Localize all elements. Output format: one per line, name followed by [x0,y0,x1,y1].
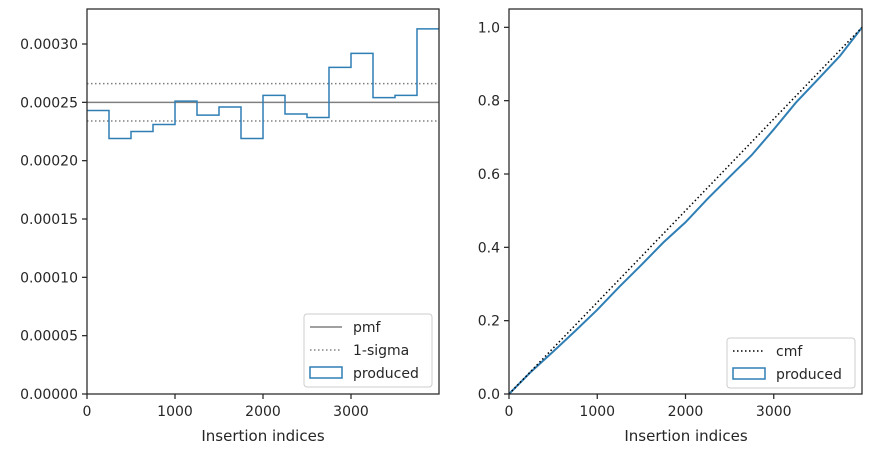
histogram-legend: pmf 1-sigma produced [303,313,433,388]
x-tick-label: 3000 [333,404,369,420]
legend-produced-swatch [732,367,766,380]
legend-produced-label: produced [353,366,419,382]
x-tick-label: 1000 [579,404,615,420]
y-tick-label: 0.00010 [20,270,78,286]
histogram-axes-frame [86,8,440,395]
cumulative-y-ticks: 0.0 0.2 0.4 0.6 0.8 1.0 [478,20,509,403]
y-tick-label: 0.6 [478,167,500,183]
legend-1-sigma-label: 1-sigma [353,343,409,359]
legend-pmf-label: pmf [353,320,382,336]
cumulative-x-ticks: 0 1000 2000 3000 [505,394,792,420]
y-tick-label: 0.4 [478,240,500,256]
cumulative-legend-box [726,337,856,389]
x-tick-label: 3000 [756,404,792,420]
y-tick-label: 0.00000 [20,387,78,403]
y-tick-label: 0.2 [478,314,500,330]
histogram-y-ticks: 0.00000 0.00005 0.00010 0.00015 0.00020 0.000… [20,37,87,403]
cumulative-legend: cmf produced [726,337,856,389]
produced-histogram-steps [87,28,439,140]
cumulative-plot-area [508,26,863,395]
x-tick-label: 2000 [668,404,704,420]
produced-cumulative-line [508,26,863,395]
x-tick-label: 0 [83,404,92,420]
cumulative-axes-frame [508,8,863,395]
histogram-x-ticks: 0 1000 2000 3000 [83,394,369,420]
y-tick-label: 0.00025 [20,95,78,111]
histogram-x-axis-label: Insertion indices [201,427,324,445]
legend-cmf-label: cmf [776,344,803,360]
y-tick-label: 1.0 [478,20,500,36]
legend-produced-label: produced [776,367,842,383]
y-tick-label: 0.00005 [20,329,78,345]
cumulative-panel: 0.0 0.2 0.4 0.6 0.8 1.0 0 1000 2000 3000 Inserti… [478,8,863,445]
x-tick-label: 0 [505,404,514,420]
x-tick-label: 2000 [245,404,281,420]
histogram-legend-box [303,313,433,388]
y-tick-label: 0.00015 [20,212,78,228]
histogram-panel: 0.00000 0.00005 0.00010 0.00015 0.00020 0.000… [20,8,440,445]
y-tick-label: 0.8 [478,94,500,110]
y-tick-label: 0.00020 [20,154,78,170]
legend-produced-swatch [309,366,343,379]
cmf-line [508,26,863,395]
y-tick-label: 0.00030 [20,37,78,53]
x-tick-label: 1000 [157,404,193,420]
y-tick-label: 0.0 [478,387,500,403]
histogram-plot-area [87,28,439,140]
cumulative-x-axis-label: Insertion indices [624,427,747,445]
